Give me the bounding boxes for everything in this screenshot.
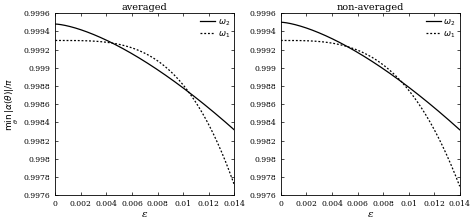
$\omega_1$ <box>296 39 302 42</box>
$\omega_1$ <box>418 105 423 108</box>
$\omega_1$ <box>421 110 427 113</box>
$\omega_2$ <box>231 129 237 131</box>
$\omega_2$ <box>421 97 427 100</box>
Line: $\omega_1$: $\omega_1$ <box>281 40 460 186</box>
$\omega_2$ <box>192 95 198 98</box>
Legend: $\omega_2$, $\omega_1$: $\omega_2$, $\omega_1$ <box>424 16 457 41</box>
$\omega_1$ <box>195 104 201 107</box>
$\omega_2$ <box>457 129 463 131</box>
$\omega_1$ <box>71 39 76 42</box>
Line: $\omega_2$: $\omega_2$ <box>281 22 460 130</box>
$\omega_1$ <box>192 99 198 102</box>
$\omega_2$ <box>357 52 363 55</box>
$\omega_2$ <box>125 50 130 53</box>
Title: non-averaged: non-averaged <box>337 3 404 12</box>
$\omega_1$ <box>131 47 137 50</box>
$\omega_2$ <box>401 82 407 85</box>
$\omega_2$ <box>278 21 284 24</box>
$\omega_1$ <box>53 39 58 42</box>
$\omega_1$ <box>278 39 284 42</box>
$\omega_1$ <box>401 83 407 86</box>
Line: $\omega_1$: $\omega_1$ <box>55 40 234 184</box>
$\omega_1$ <box>357 50 363 52</box>
$\omega_2$ <box>195 98 201 101</box>
$\omega_2$ <box>53 23 58 25</box>
$\omega_2$ <box>71 26 76 29</box>
Line: $\omega_2$: $\omega_2$ <box>55 24 234 130</box>
X-axis label: ε: ε <box>142 210 147 219</box>
$\omega_1$ <box>350 47 356 50</box>
X-axis label: ε: ε <box>367 210 373 219</box>
$\omega_2$ <box>350 49 356 51</box>
$\omega_2$ <box>175 83 181 85</box>
Y-axis label: $\min_\theta\,|\alpha(\theta)|/\pi$: $\min_\theta\,|\alpha(\theta)|/\pi$ <box>3 77 21 131</box>
Legend: $\omega_2$, $\omega_1$: $\omega_2$, $\omega_1$ <box>199 16 232 41</box>
$\omega_2$ <box>296 24 302 27</box>
$\omega_2$ <box>131 54 137 56</box>
$\omega_1$ <box>125 45 130 48</box>
$\omega_1$ <box>175 78 181 80</box>
Title: averaged: averaged <box>122 3 168 12</box>
$\omega_1$ <box>231 183 237 186</box>
$\omega_1$ <box>457 185 463 188</box>
$\omega_2$ <box>418 95 423 98</box>
